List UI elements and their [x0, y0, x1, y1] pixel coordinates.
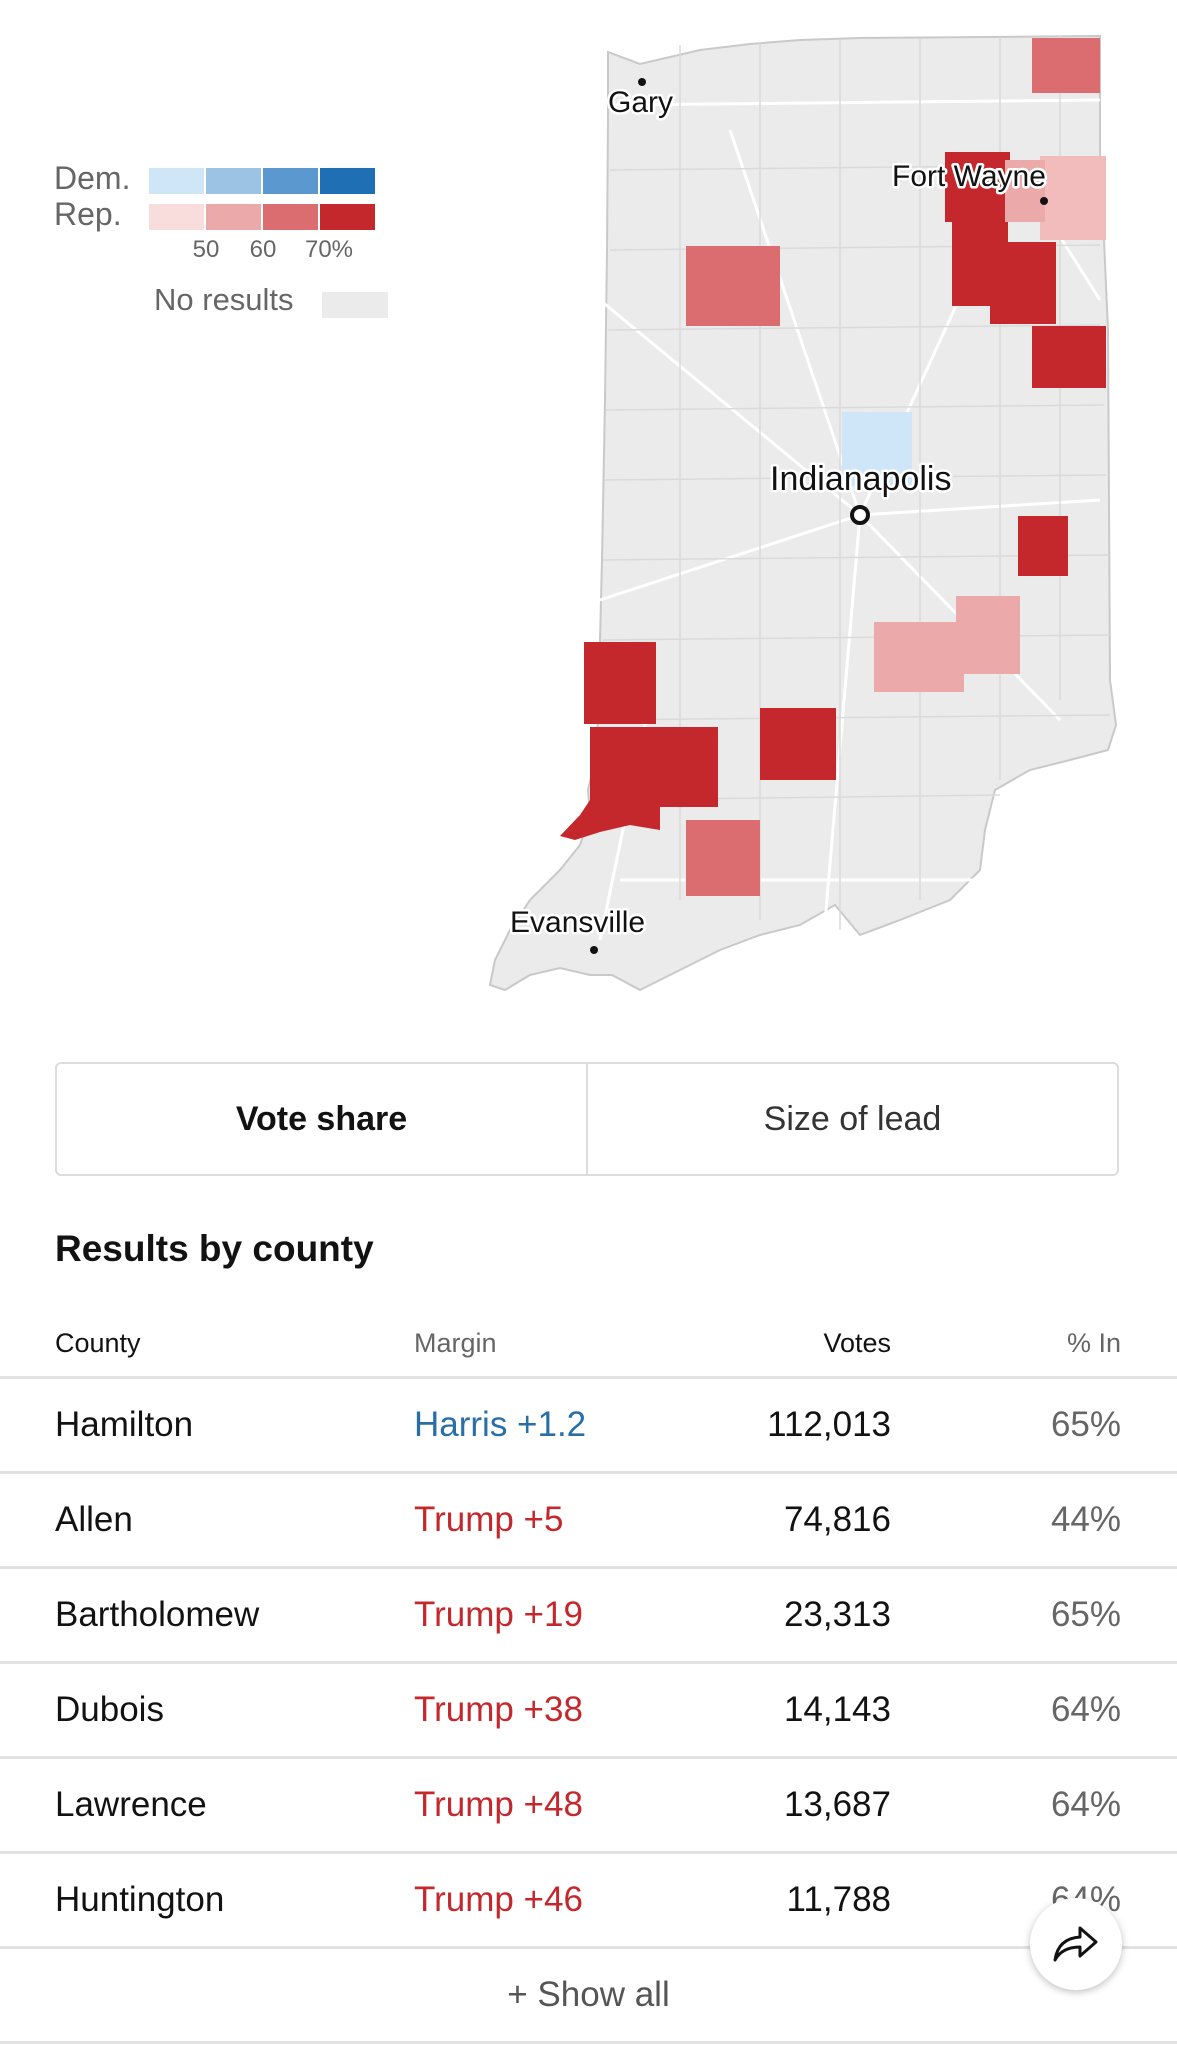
county-margin: Trump +5	[414, 1500, 564, 1539]
legend-rep-swatch	[263, 204, 318, 230]
county-votes: 23,313	[783, 1595, 891, 1634]
city-label-fort-wayne: Fort Wayne	[892, 160, 1046, 193]
table-header: County Margin Votes % In	[0, 1310, 1177, 1379]
city-dot-evansville	[590, 946, 598, 954]
toggle-vote-share[interactable]: Vote share	[235, 1099, 408, 1138]
city-label-indianapolis: Indianapolis	[770, 460, 951, 498]
county-white	[686, 246, 780, 326]
table-row: Hamilton Harris +1.2 112,013 65%	[0, 1379, 1177, 1474]
county-margin: Trump +19	[414, 1595, 583, 1634]
county-adams-wells	[1032, 326, 1106, 388]
indiana-county-map[interactable]: Gary Fort Wayne Indianapolis Evansville	[480, 30, 1120, 1010]
county-margin: Trump +46	[414, 1880, 583, 1919]
legend-tick: 70%	[304, 236, 354, 263]
legend-no-results-swatch	[322, 292, 388, 318]
col-county: County	[55, 1328, 141, 1358]
county-gibson	[560, 800, 660, 840]
legend-dem-swatch	[206, 168, 261, 194]
show-all-button[interactable]: + Show all	[0, 1949, 1177, 2044]
county-votes: 14,143	[783, 1690, 891, 1729]
col-margin: Margin	[414, 1328, 497, 1358]
county-margin: Trump +38	[414, 1690, 583, 1729]
county-name: Dubois	[55, 1690, 164, 1729]
county-noble-south	[1005, 160, 1045, 222]
table-row: Lawrence Trump +48 13,687 64%	[0, 1759, 1177, 1854]
city-label-evansville: Evansville	[510, 906, 645, 939]
map-cities: Gary Fort Wayne Indianapolis Evansville	[508, 78, 1048, 954]
county-bartholomew-east	[956, 596, 1020, 674]
city-label-gary: Gary	[608, 86, 673, 119]
table-row: Huntington Trump +46 11,788 64%	[0, 1854, 1177, 1949]
county-name: Huntington	[55, 1880, 225, 1919]
county-allen	[945, 152, 1010, 222]
legend-rep-label: Rep.	[54, 196, 122, 232]
legend-dem-swatch	[149, 168, 204, 194]
legend-no-results-label: No results	[154, 282, 294, 317]
table-row: Dubois Trump +38 14,143 64%	[0, 1664, 1177, 1759]
county-pct-in: 64%	[1050, 1785, 1121, 1824]
table-row: Allen Trump +5 74,816 44%	[0, 1474, 1177, 1569]
share-button[interactable]	[1030, 1898, 1122, 1990]
county-pct-in: 65%	[1050, 1405, 1121, 1444]
county-dekalb-allen-east	[1040, 156, 1106, 240]
legend-rep-swatch	[320, 204, 375, 230]
table-row: Bartholomew Trump +19 23,313 65%	[0, 1569, 1177, 1664]
county-randolph	[1018, 516, 1068, 576]
county-name: Lawrence	[55, 1785, 207, 1824]
legend-dem-swatches	[149, 168, 375, 194]
toggle-size-of-lead[interactable]: Size of lead	[763, 1099, 942, 1138]
county-pct-in: 65%	[1050, 1595, 1121, 1634]
legend-dem-swatch	[320, 168, 375, 194]
city-dot-fort-wayne	[1040, 197, 1048, 205]
county-dubois	[686, 820, 760, 896]
legend-rep-swatch	[149, 204, 204, 230]
city-dot-indianapolis	[850, 505, 870, 525]
legend-dem-swatch	[263, 168, 318, 194]
col-votes: Votes	[823, 1328, 891, 1358]
city-dot-gary	[638, 78, 646, 86]
county-huntington	[990, 242, 1056, 324]
county-pct-in: 64%	[1050, 1690, 1121, 1729]
county-bartholomew	[874, 622, 964, 692]
legend-rep-swatches	[149, 204, 375, 230]
county-hamilton	[842, 412, 912, 486]
county-name: Hamilton	[55, 1405, 194, 1444]
map-counties	[560, 38, 1106, 896]
map-mode-toggle[interactable]: Vote share Size of lead	[55, 1062, 1119, 1176]
county-votes: 74,816	[783, 1500, 891, 1539]
county-name: Bartholomew	[55, 1595, 260, 1634]
results-title: Results by county	[55, 1228, 374, 1269]
county-name: Allen	[55, 1500, 133, 1539]
county-margin: Trump +48	[414, 1785, 583, 1824]
county-steuben	[1032, 38, 1100, 93]
legend-dem-label: Dem.	[54, 160, 131, 196]
county-votes: 13,687	[783, 1785, 891, 1824]
county-votes: 11,788	[786, 1880, 891, 1919]
county-pct-in: 44%	[1050, 1500, 1121, 1539]
legend-rep-swatch	[206, 204, 261, 230]
county-margin: Harris +1.2	[414, 1405, 587, 1444]
map-legend: Dem. Rep. 50 60 70% No results	[54, 158, 388, 328]
county-knox	[590, 727, 718, 807]
col-pct-in: % In	[1066, 1328, 1121, 1358]
legend-tick: 60	[249, 236, 277, 263]
toggle-divider	[586, 1064, 588, 1174]
county-sullivan	[584, 642, 656, 724]
share-arrow-icon	[1053, 1926, 1098, 1962]
map-svg: Gary Fort Wayne Indianapolis Evansville	[488, 34, 1118, 992]
legend-ticks: 50 60 70%	[149, 236, 389, 266]
legend-tick: 50	[192, 236, 220, 263]
county-votes: 112,013	[767, 1405, 891, 1444]
county-lawrence	[760, 708, 836, 780]
results-table: County Margin Votes % In Hamilton Harris…	[0, 1310, 1177, 2044]
